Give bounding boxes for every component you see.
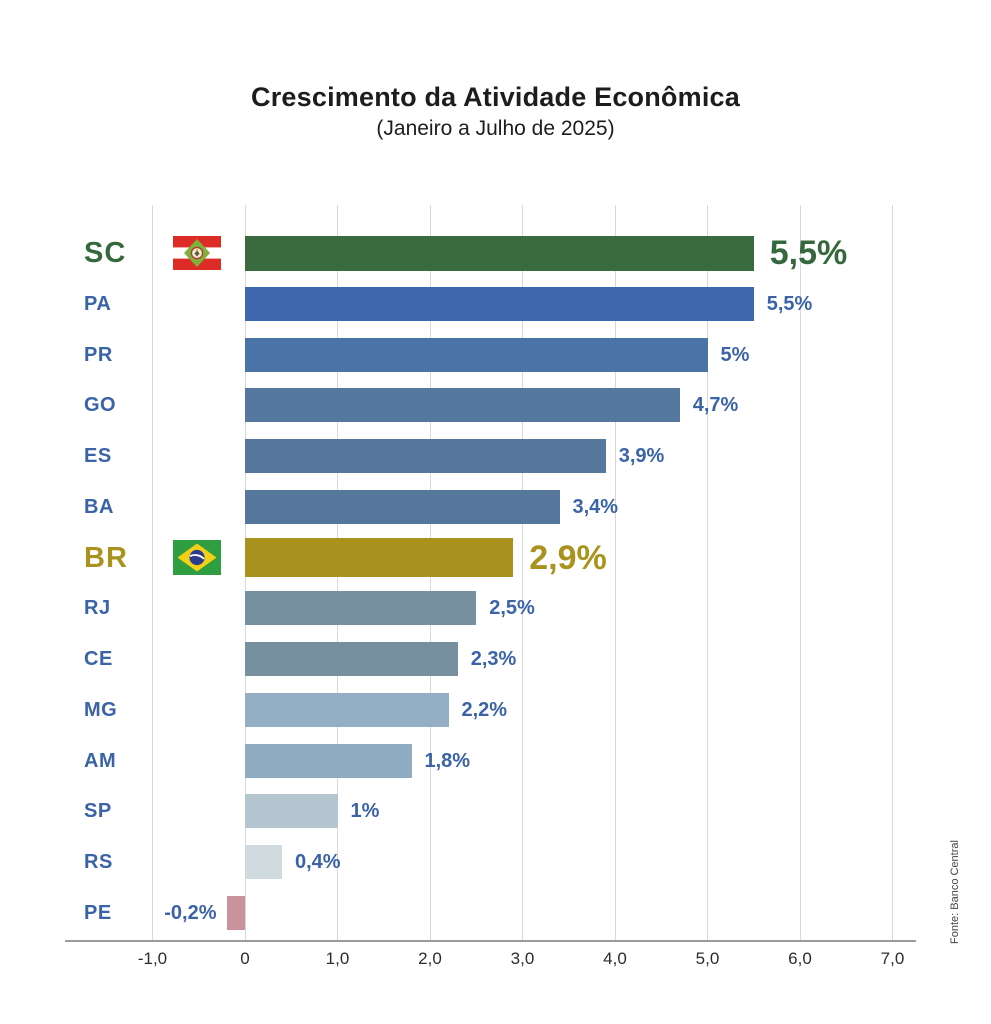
- value-label-rs: 0,4%: [295, 851, 341, 874]
- state-label-am: AM: [84, 749, 117, 772]
- value-label-mg: 2,2%: [461, 698, 508, 721]
- bar-pa: [245, 286, 754, 321]
- bar-ba: [245, 489, 560, 524]
- value-label-br: 2,9%: [529, 538, 607, 577]
- state-label-ce: CE: [84, 648, 113, 671]
- bar-sc: [245, 235, 754, 271]
- gridline: [614, 205, 616, 942]
- state-label-rs: RS: [84, 851, 113, 874]
- gridline: [707, 205, 708, 942]
- value-label-ce: 2,3%: [470, 648, 517, 671]
- x-tick-label: 1,0: [325, 949, 350, 968]
- bar-br: [245, 538, 514, 578]
- x-tick-label: 2,0: [418, 949, 442, 968]
- state-label-ba: BA: [84, 495, 114, 518]
- bar-sp: [245, 794, 338, 829]
- state-label-es: ES: [84, 445, 112, 468]
- value-label-go: 4,7%: [692, 394, 739, 417]
- state-label-mg: MG: [84, 698, 118, 721]
- bar-pr: [245, 337, 708, 372]
- value-label-rj: 2,5%: [489, 597, 535, 620]
- bar-es: [245, 439, 606, 474]
- x-tick-label: -1,0: [137, 949, 168, 968]
- x-tick-label: 3,0: [510, 949, 535, 968]
- value-label-es: 3,9%: [618, 445, 665, 468]
- source-note: Fonte: Banco Central: [949, 840, 961, 944]
- gridline: [799, 205, 801, 942]
- state-label-sc: SC: [84, 237, 127, 269]
- x-axis-line: [65, 940, 916, 942]
- value-label-ba: 3,4%: [572, 495, 619, 518]
- state-label-pr: PR: [84, 343, 113, 366]
- santa-catarina-flag-icon: [173, 236, 221, 275]
- bar-rj: [245, 591, 477, 626]
- bar-pe: [226, 896, 245, 930]
- gridline: [152, 205, 153, 942]
- state-label-pa: PA: [84, 292, 112, 315]
- state-label-rj: RJ: [84, 597, 111, 620]
- chart-title: Crescimento da Atividade Econômica: [251, 82, 740, 112]
- value-label-sp: 1%: [350, 800, 380, 823]
- bar-go: [245, 388, 680, 423]
- state-label-br: BR: [84, 541, 128, 574]
- state-label-pe: PE: [84, 902, 112, 924]
- bar-mg: [245, 692, 449, 727]
- value-label-pe: -0,2%: [164, 902, 217, 924]
- x-tick-label: 5,0: [695, 949, 720, 968]
- value-label-am: 1,8%: [424, 749, 471, 772]
- bar-rs: [245, 845, 282, 880]
- value-label-sc: 5,5%: [769, 234, 848, 272]
- bar-ce: [245, 642, 458, 677]
- state-label-sp: SP: [84, 800, 112, 823]
- chart-subtitle: (Janeiro a Julho de 2025): [376, 117, 615, 140]
- x-tick-label: 6,0: [788, 949, 812, 968]
- bar-am: [245, 743, 412, 778]
- state-label-go: GO: [84, 394, 117, 417]
- x-tick-label: 7,0: [880, 949, 905, 968]
- gridline: [522, 205, 523, 942]
- value-label-pr: 5%: [720, 343, 750, 366]
- value-label-pa: 5,5%: [766, 292, 813, 315]
- x-tick-label: 0: [240, 949, 250, 968]
- x-tick-label: 4,0: [603, 949, 627, 968]
- gridline: [892, 205, 893, 942]
- brazil-flag-icon: [173, 540, 221, 580]
